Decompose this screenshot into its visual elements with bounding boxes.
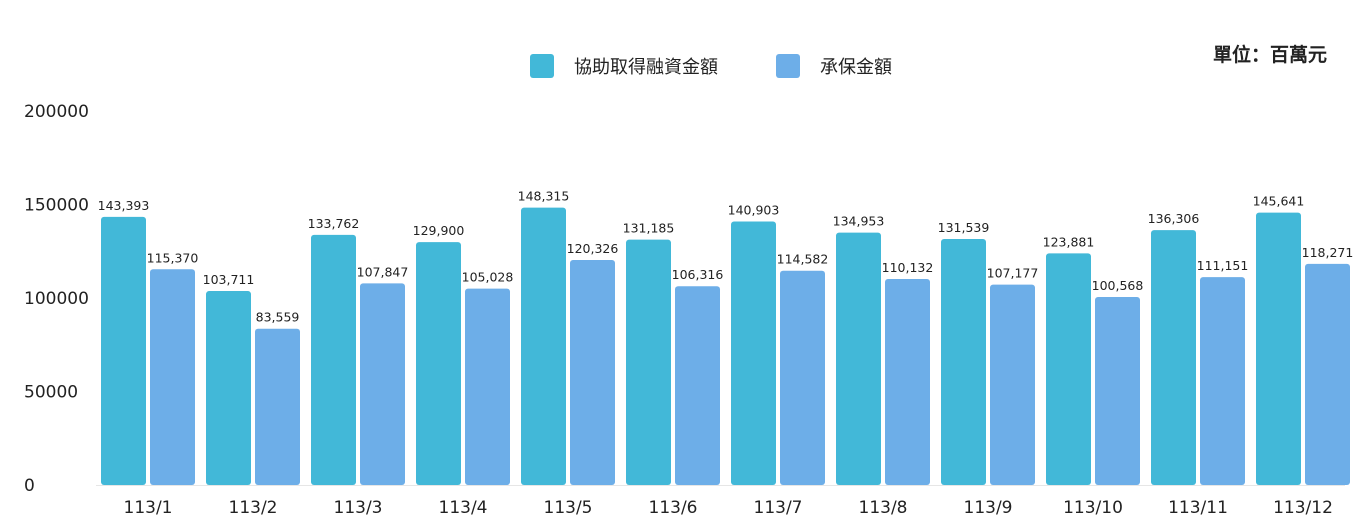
data-label-guarantee: 100,568 [1092, 278, 1144, 293]
bar-financing [836, 232, 881, 485]
bar-guarantee [465, 288, 510, 485]
bar-financing [416, 242, 461, 485]
x-tick-label: 113/5 [544, 498, 593, 518]
data-label-guarantee: 106,316 [672, 267, 724, 282]
x-tick-label: 113/12 [1273, 498, 1333, 518]
data-label-guarantee: 115,370 [147, 250, 199, 265]
legend-label-guarantee: 承保金額 [820, 57, 892, 78]
legend: 協助取得融資金額 承保金額 [530, 53, 950, 79]
legend-swatch-financing [530, 54, 554, 78]
bar-guarantee [675, 286, 720, 485]
bar-guarantee [780, 270, 825, 485]
x-tick-label: 113/6 [649, 498, 698, 518]
data-label-financing: 134,953 [833, 214, 885, 229]
bar-guarantee [990, 284, 1035, 485]
data-label-financing: 143,393 [98, 198, 150, 213]
data-label-guarantee: 83,559 [256, 310, 300, 325]
legend-label-financing: 協助取得融資金額 [574, 57, 718, 78]
data-label-guarantee: 114,582 [777, 252, 829, 267]
y-tick-label: 150000 [24, 196, 89, 216]
data-label-financing: 123,881 [1043, 234, 1095, 249]
data-label-guarantee: 118,271 [1302, 245, 1354, 260]
data-label-guarantee: 105,028 [462, 270, 514, 285]
x-tick-label: 113/9 [964, 498, 1013, 518]
data-label-financing: 136,306 [1148, 211, 1200, 226]
legend-swatch-guarantee [776, 54, 800, 78]
y-tick-label: 200000 [24, 102, 89, 122]
bar-guarantee [570, 259, 615, 485]
data-label-financing: 133,762 [308, 216, 360, 231]
bar-guarantee [1095, 296, 1140, 485]
bar-guarantee [360, 283, 405, 485]
data-label-financing: 129,900 [413, 223, 465, 238]
x-tick-label: 113/3 [334, 498, 383, 518]
x-tick-label: 113/10 [1063, 498, 1123, 518]
x-tick-label: 113/11 [1168, 498, 1228, 518]
data-label-financing: 103,711 [203, 272, 255, 287]
y-tick-label: 50000 [24, 383, 78, 403]
x-tick-label: 113/4 [439, 498, 488, 518]
bar-guarantee [255, 328, 300, 485]
data-label-financing: 145,641 [1253, 194, 1305, 209]
x-tick-label: 113/2 [229, 498, 278, 518]
x-tick-label: 113/1 [124, 498, 173, 518]
data-label-financing: 148,315 [518, 189, 570, 204]
bar-guarantee [885, 279, 930, 485]
bar-financing [521, 207, 566, 486]
bar-guarantee [1305, 263, 1350, 485]
x-tick-label: 113/8 [859, 498, 908, 518]
y-tick-label: 100000 [24, 289, 89, 309]
bar-financing [101, 216, 146, 485]
data-label-guarantee: 120,326 [567, 241, 619, 256]
data-label-guarantee: 110,132 [882, 260, 934, 275]
bar-financing [1256, 212, 1301, 485]
data-label-guarantee: 107,177 [987, 266, 1039, 281]
bar-financing [311, 234, 356, 485]
data-label-guarantee: 107,847 [357, 264, 409, 279]
data-label-financing: 131,185 [623, 221, 675, 236]
unit-label: 單位：百萬元 [1212, 44, 1327, 66]
data-label-financing: 140,903 [728, 203, 780, 218]
bar-guarantee [150, 269, 195, 485]
bar-financing [731, 221, 776, 485]
legend-item-guarantee: 承保金額 [776, 53, 892, 79]
bar-financing [941, 239, 986, 485]
y-tick-label: 0 [24, 476, 35, 496]
legend-item-financing: 協助取得融資金額 [530, 53, 718, 79]
bar-financing [1151, 230, 1196, 485]
bar-guarantee [1200, 277, 1245, 485]
bar-financing [1046, 253, 1091, 485]
bar-financing [626, 239, 671, 485]
data-label-guarantee: 111,151 [1197, 258, 1249, 273]
bar-financing [206, 291, 251, 485]
x-tick-label: 113/7 [754, 498, 803, 518]
data-label-financing: 131,539 [938, 220, 990, 235]
